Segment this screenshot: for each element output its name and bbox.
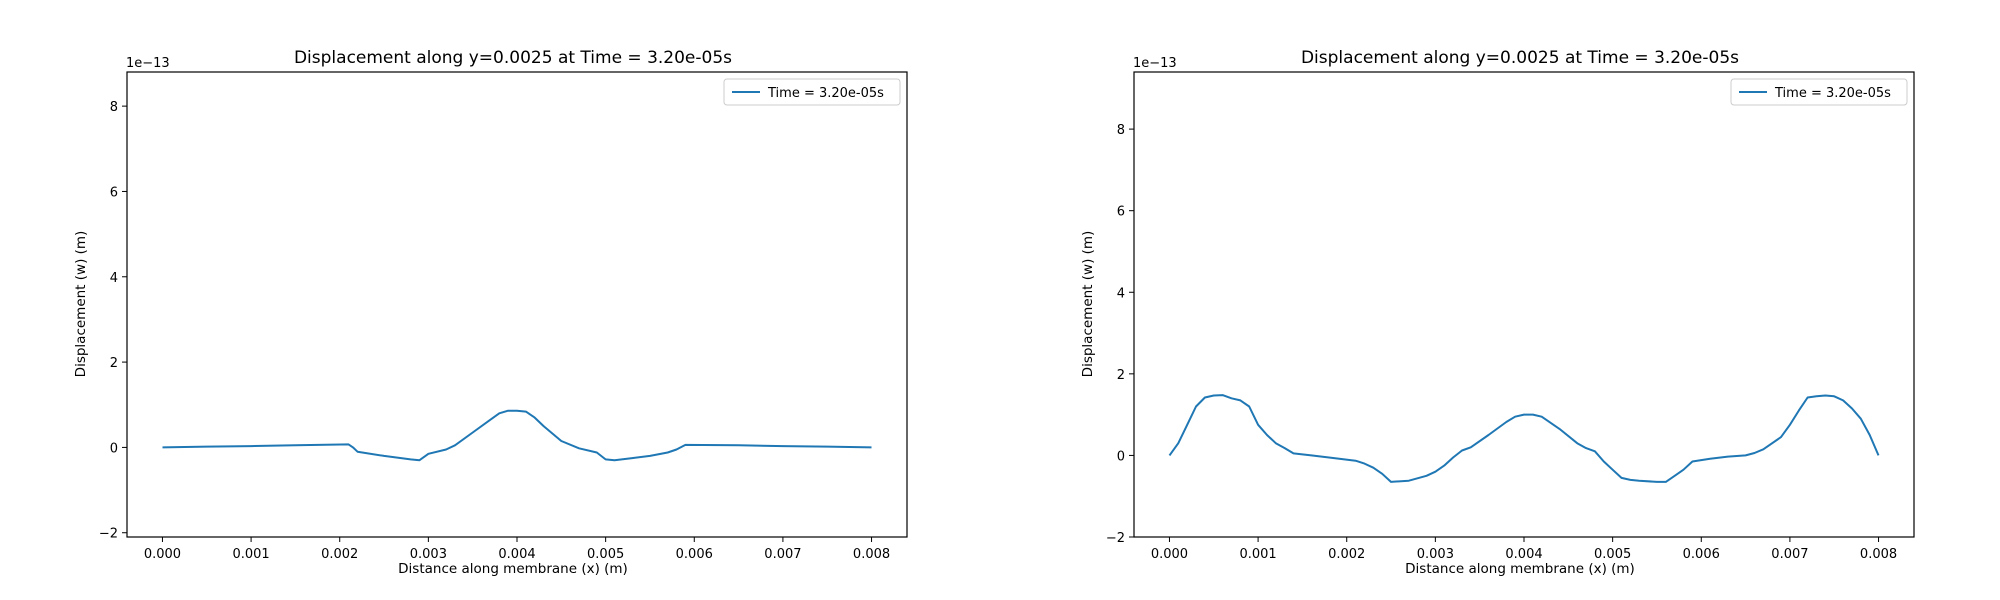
x-tick-label: 0.006 (1683, 547, 1720, 562)
x-tick-label: 0.008 (853, 547, 890, 562)
x-tick-label: 0.002 (1328, 547, 1365, 562)
y-tick-label: 0 (1117, 449, 1125, 464)
y-tick-label: −2 (1106, 531, 1125, 546)
series-line (1168, 394, 1880, 483)
series-group (1168, 394, 1880, 483)
x-axis-label: Distance along membrane (x) (m) (398, 561, 628, 577)
y-offset-text: 1e−13 (126, 56, 170, 71)
chart-left: Displacement along y=0.0025 at Time = 3.… (73, 48, 908, 577)
x-tick-label: 0.001 (232, 547, 269, 562)
y-ticks: −2 0 2 4 6 8 (1106, 123, 1134, 546)
x-tick-label: 0.001 (1239, 547, 1276, 562)
y-tick-label: 4 (110, 271, 118, 286)
chart-title: Displacement along y=0.0025 at Time = 3.… (294, 48, 732, 68)
x-tick-label: 0.000 (1151, 547, 1188, 562)
y-tick-label: −2 (99, 527, 118, 542)
x-tick-label: 0.003 (410, 547, 447, 562)
y-tick-label: 6 (1117, 205, 1125, 220)
legend: Time = 3.20e-05s (1730, 78, 1908, 106)
y-tick-label: 4 (1117, 286, 1125, 301)
x-tick-label: 0.007 (764, 547, 801, 562)
x-tick-label: 0.005 (587, 547, 624, 562)
y-tick-label: 8 (110, 100, 118, 115)
series-group (162, 409, 872, 462)
x-tick-label: 0.006 (676, 547, 713, 562)
y-tick-label: 0 (110, 441, 118, 456)
y-axis-label: Displacement (w) (m) (73, 231, 89, 378)
y-axis-label: Displacement (w) (m) (1080, 231, 1096, 378)
legend-box (723, 78, 901, 106)
x-ticks: 0.000 0.001 0.002 0.003 0.004 0.005 0.006 0.007… (1151, 537, 1897, 562)
y-offset-text: 1e−13 (1133, 56, 1177, 71)
y-tick-label: 8 (1117, 123, 1125, 138)
y-tick-label: 2 (110, 356, 118, 371)
y-tick-label: 6 (110, 185, 118, 200)
legend: Time = 3.20e-05s (723, 78, 901, 106)
legend-entry: Time = 3.20e-05s (767, 86, 884, 101)
x-tick-label: 0.004 (1505, 547, 1542, 562)
x-tick-label: 0.004 (498, 547, 535, 562)
x-tick-label: 0.000 (144, 547, 181, 562)
x-tick-label: 0.005 (1594, 547, 1631, 562)
x-ticks: 0.000 0.001 0.002 0.003 0.004 0.005 0.006 0.007… (144, 537, 890, 562)
legend-entry: Time = 3.20e-05s (1774, 86, 1891, 101)
chart-title: Displacement along y=0.0025 at Time = 3.… (1301, 48, 1739, 68)
x-tick-label: 0.002 (321, 547, 358, 562)
x-tick-label: 0.008 (1860, 547, 1897, 562)
x-tick-label: 0.003 (1417, 547, 1454, 562)
legend-box (1730, 78, 1908, 106)
y-tick-label: 2 (1117, 368, 1125, 383)
x-tick-label: 0.007 (1771, 547, 1808, 562)
plot-area (126, 71, 908, 538)
chart-right: Displacement along y=0.0025 at Time = 3.… (1080, 48, 1915, 577)
x-axis-label: Distance along membrane (x) (m) (1405, 561, 1635, 577)
y-ticks: −2 0 2 4 6 8 (99, 100, 127, 542)
series-line (162, 409, 872, 462)
plot-area (1133, 71, 1915, 538)
